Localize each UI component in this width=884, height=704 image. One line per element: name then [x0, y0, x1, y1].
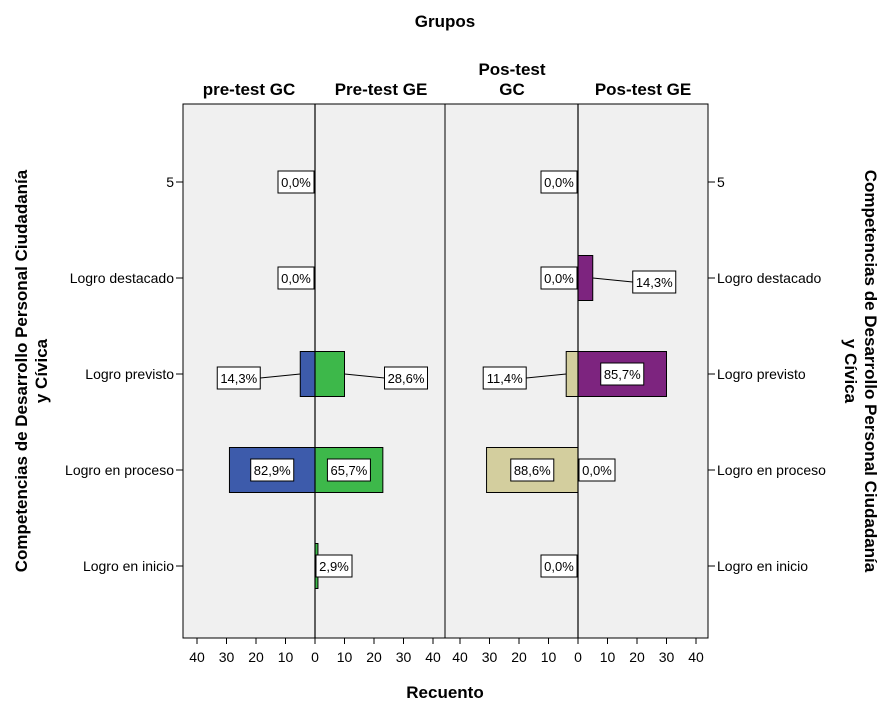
x-tick-label: 0	[574, 649, 582, 665]
x-tick-label: 40	[189, 649, 205, 665]
x-tick-label: 40	[452, 649, 468, 665]
data-label: 0,0%	[544, 271, 574, 286]
x-tick-label: 30	[219, 649, 235, 665]
label-leader-line	[344, 373, 385, 379]
y-tick-label-left: Logro en proceso	[65, 462, 174, 478]
y-tick-label-right: Logro destacado	[717, 270, 822, 286]
panel-1-left-label: pre-test GC	[203, 80, 296, 99]
label-leader-line	[526, 373, 567, 379]
data-label: 14,3%	[636, 275, 673, 290]
data-label: 0,0%	[544, 175, 574, 190]
data-label: 0,0%	[582, 463, 612, 478]
data-label: 88,6%	[514, 463, 551, 478]
data-label-box	[315, 554, 353, 578]
data-label-box	[510, 458, 555, 482]
x-tick-label: 10	[600, 649, 616, 665]
data-label-box	[482, 366, 527, 390]
x-tick-label: 30	[482, 649, 498, 665]
data-label-box	[277, 170, 315, 194]
y-tick-label-left: Logro en inicio	[83, 558, 174, 574]
zero-lines	[314, 104, 579, 638]
data-label-box	[540, 266, 578, 290]
panel-2-right-label: Pos-test GE	[595, 80, 691, 99]
x-tick-label: 10	[278, 649, 294, 665]
data-label-box	[277, 266, 315, 290]
panel-2-left-label: Pos-test GC	[478, 60, 545, 99]
bar-p2-left-2	[565, 351, 579, 397]
data-label: 65,7%	[330, 463, 367, 478]
x-tick-label: 40	[425, 649, 441, 665]
y-tick-label-right: 5	[717, 174, 725, 190]
x-tick-label: 20	[511, 649, 527, 665]
data-label-box	[326, 458, 371, 482]
chart-title: Grupos	[415, 12, 475, 31]
x-tick-label: 20	[248, 649, 264, 665]
data-label: 0,0%	[281, 271, 311, 286]
axes-layer: 40 30 20 10 0 10 20 30 40 40 30 20 10 0 10 20 30 40 5 5 Logr…	[65, 174, 826, 665]
x-tick-label: 40	[688, 649, 704, 665]
data-label: 11,4%	[487, 371, 523, 386]
data-label: 28,6%	[388, 371, 425, 386]
y-tick-label-right: Logro previsto	[717, 366, 806, 382]
data-label-box	[632, 270, 677, 294]
y-axis-title-left: Competencias de Desarrollo Personal Ciud…	[12, 169, 51, 572]
x-tick-label: 20	[629, 649, 645, 665]
data-label-box	[540, 170, 578, 194]
data-label: 85,7%	[604, 367, 641, 382]
data-label-box	[250, 458, 295, 482]
x-tick-label: 10	[337, 649, 353, 665]
bar-p2-right-1	[577, 255, 594, 301]
x-tick-label: 30	[659, 649, 675, 665]
y-tick-label-left: Logro destacado	[70, 270, 175, 286]
data-label: 82,9%	[254, 463, 291, 478]
x-tick-label: 10	[541, 649, 557, 665]
data-label: 0,0%	[544, 559, 574, 574]
data-label: 14,3%	[220, 371, 257, 386]
y-tick-label-right: Logro en inicio	[717, 558, 808, 574]
y-axis-title-right: Competencias de Desarrollo Personal Ciud…	[841, 170, 880, 573]
data-label: 0,0%	[281, 175, 311, 190]
y-tick-label-left: 5	[166, 174, 174, 190]
x-tick-label: 30	[396, 649, 412, 665]
x-axis-title: Recuento	[406, 683, 483, 702]
bar-p1-right-2	[314, 351, 345, 397]
data-label-box	[540, 554, 578, 578]
label-leader-line	[592, 277, 633, 283]
data-label-box	[600, 362, 645, 386]
data-label-box	[216, 366, 261, 390]
x-tick-label: 0	[311, 649, 319, 665]
y-tick-label-left: Logro previsto	[85, 366, 174, 382]
data-label: 2,9%	[319, 559, 349, 574]
data-label-box	[578, 458, 616, 482]
data-labels-layer: 0,0% 0,0% 14,3% 82,9% 28,6% 65,7% 2,9% 0,0% 0,0%…	[216, 170, 677, 578]
data-label-box	[384, 366, 428, 390]
y-tick-label-right: Logro en proceso	[717, 462, 826, 478]
x-tick-label: 20	[366, 649, 382, 665]
panel-1-right-label: Pre-test GE	[335, 80, 428, 99]
bar-p1-left-2	[299, 351, 316, 397]
label-leader-line	[260, 373, 301, 379]
